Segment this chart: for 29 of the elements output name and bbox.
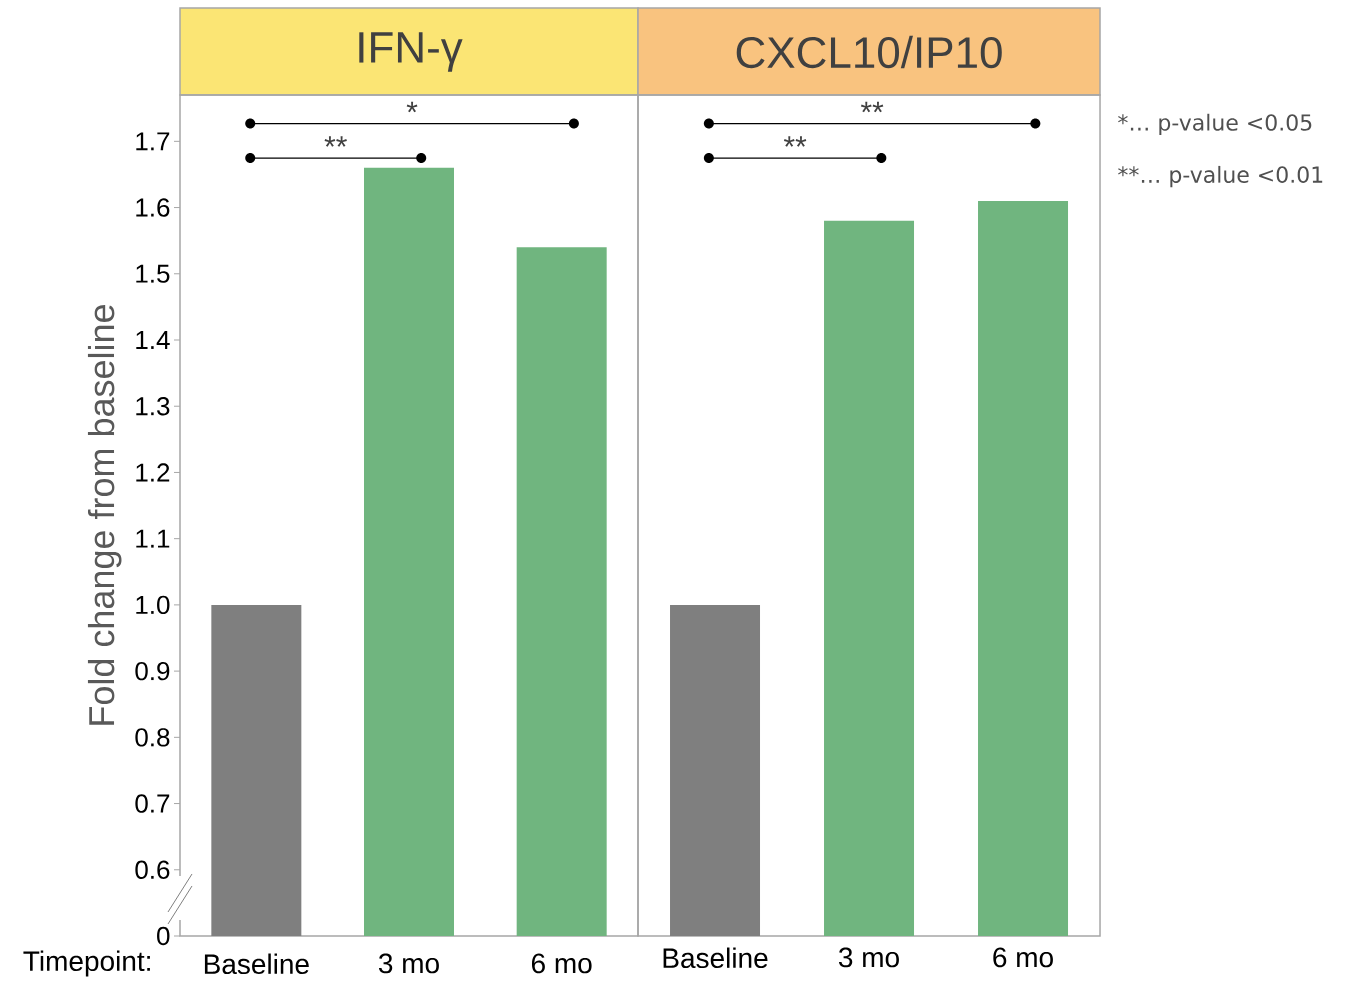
text: **… p-value <0.01 xyxy=(1118,165,1323,188)
x-tick-label: Baseline xyxy=(663,947,768,969)
x-tick-label: Baseline xyxy=(204,953,309,975)
chart-title: IFN-γ xyxy=(359,32,463,72)
annotation: ** xyxy=(860,101,884,113)
y-tick-label: 1.0 xyxy=(136,595,170,615)
y-tick-label: 1.4 xyxy=(136,331,170,349)
y-tick-label: 0.6 xyxy=(135,860,170,879)
chart-title: CXCL10/IP10 xyxy=(736,35,1002,69)
y-tick-label: 1.5 xyxy=(136,264,170,283)
y-tick-label: 1.6 xyxy=(136,198,170,217)
y-tick-label: 0.8 xyxy=(135,728,170,747)
y-tick-label: 1.2 xyxy=(136,463,170,482)
x-tick-label: 6 mo xyxy=(531,953,592,974)
annotation: * xyxy=(406,101,418,113)
text: *… p-value <0.05 xyxy=(1118,113,1312,136)
y-tick-label: 1.1 xyxy=(136,529,170,548)
x-tick-label: 6 mo xyxy=(993,947,1053,968)
y-tick-label: 0 xyxy=(157,926,170,946)
annotation: ** xyxy=(324,136,347,147)
x-axis-title: Timepoint: xyxy=(23,950,150,977)
y-tick-label: 0.7 xyxy=(135,794,170,813)
x-tick-label: 3 mo xyxy=(838,947,899,968)
y-tick-label: 1.3 xyxy=(136,397,170,416)
annotation: ** xyxy=(783,136,807,147)
y-axis-title: Fold change from baseline xyxy=(87,305,122,725)
y-tick-label: 1.7 xyxy=(136,132,170,151)
y-tick-label: 0.9 xyxy=(135,661,170,681)
x-tick-label: 3 mo xyxy=(378,953,439,974)
